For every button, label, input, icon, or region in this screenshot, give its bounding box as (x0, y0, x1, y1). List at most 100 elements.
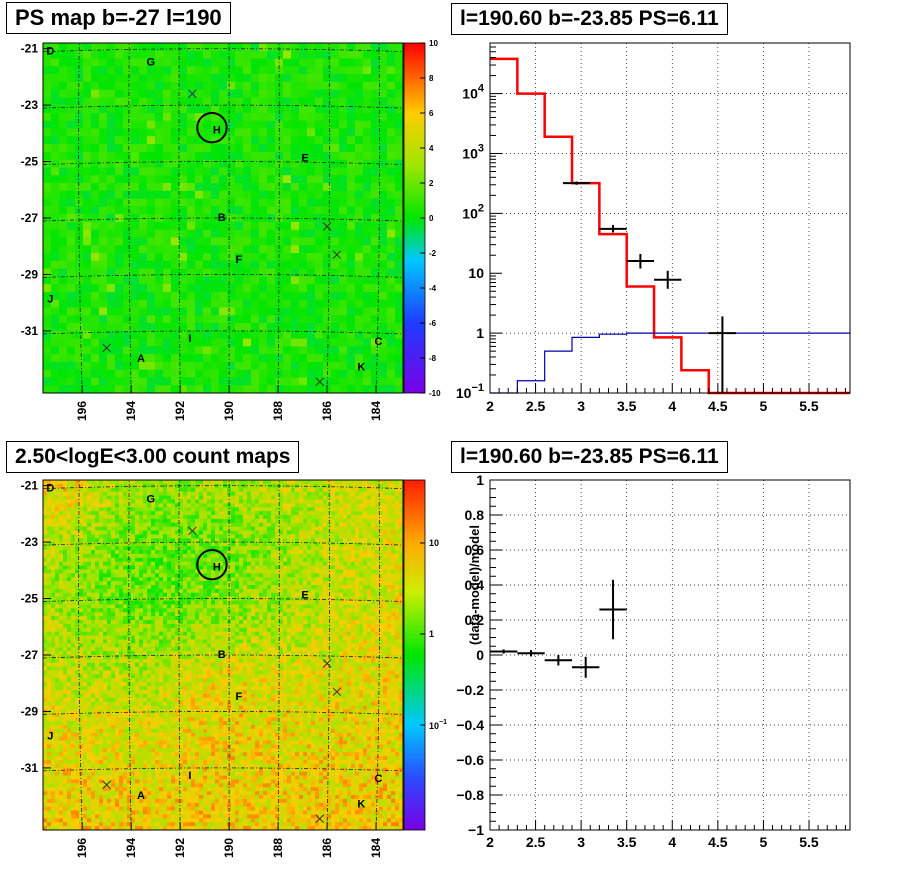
y-tick-label: -31 (21, 324, 39, 338)
colorbar-tick-label: 1 (429, 629, 434, 639)
x-tick-label: 5 (760, 834, 768, 850)
source-label: A (137, 353, 145, 365)
map-grid-meridian (128, 42, 132, 394)
source-label: G (146, 494, 155, 506)
map-grid-meridian (277, 479, 280, 831)
map-grid-parallel (42, 598, 404, 602)
y-tick-label: -29 (21, 267, 39, 281)
heatmap-cells (43, 43, 404, 394)
x-tick-label: 2 (486, 834, 494, 850)
source-marker (332, 687, 342, 697)
y-tick-label: -31 (21, 761, 39, 775)
source-label: K (357, 798, 365, 810)
y-tick-label: -23 (21, 535, 39, 549)
colorbar-tick-label: -10 (429, 389, 441, 398)
y-tick-label: −0.8 (456, 787, 484, 803)
colorbar-tick-label: -4 (429, 284, 437, 293)
plot-grid (489, 479, 850, 831)
y-tick-label: -27 (21, 648, 39, 662)
count-map-title: 2.50<logE<3.00 count maps (6, 441, 300, 473)
y-tick-label: −1 (468, 822, 484, 838)
map-grid-meridian (277, 42, 280, 394)
source-label: K (357, 361, 365, 373)
x-tick-label: 4.5 (708, 834, 728, 850)
x-tick-label: 196 (75, 838, 89, 858)
map-grid-parallel (42, 104, 404, 109)
source-label: J (47, 294, 53, 306)
map-grid-parallel (42, 485, 404, 490)
source-label: B (218, 212, 226, 224)
x-tick-label: 194 (124, 838, 138, 858)
y-tick-label: -23 (21, 98, 39, 112)
x-tick-label: 192 (173, 401, 187, 421)
y-tick-label: −0.6 (456, 752, 484, 768)
colorbar-tick-label: 6 (429, 109, 434, 118)
source-label: H (213, 124, 221, 136)
y-tick-label: -21 (21, 42, 39, 56)
x-tick-label: 3.5 (617, 398, 637, 414)
colorbar (403, 479, 426, 831)
map-grid-parallel (42, 330, 404, 335)
x-tick-label: 186 (320, 838, 334, 858)
x-tick-label: 3.5 (617, 834, 637, 850)
map-grid-meridian (78, 479, 83, 831)
colorbar-tick-label: 10 (429, 538, 439, 548)
x-tick-label: 5.5 (799, 834, 819, 850)
map-grid-parallel (42, 654, 404, 659)
plot-frame (489, 42, 851, 394)
x-tick-label: 4 (668, 834, 676, 850)
map-grid-parallel (42, 217, 404, 222)
x-tick-label: 190 (222, 401, 236, 421)
colorbar-tick-label: 4 (429, 144, 434, 153)
map-grid-meridian (178, 479, 181, 831)
source-label: E (301, 590, 308, 602)
x-tick-label: 2.5 (526, 834, 546, 850)
source-label: G (146, 57, 155, 69)
map-grid-meridian (326, 479, 330, 831)
source-label: A (137, 790, 145, 802)
y-tick-label: -29 (21, 704, 39, 718)
y-tick-label: 10 (468, 265, 484, 281)
x-tick-label: 184 (369, 838, 383, 858)
source-label: I (188, 770, 191, 782)
background-step-line (490, 332, 850, 394)
map-grid-meridian (128, 479, 132, 831)
map-coordinate-grid (42, 42, 404, 394)
colorbar-tick-label: 10−1 (429, 719, 447, 731)
y-tick-label: 0.4 (465, 577, 485, 593)
y-tick-label: 103 (462, 142, 484, 161)
map-grid-meridian (375, 42, 381, 394)
x-tick-label: 3 (577, 834, 585, 850)
source-marker (315, 814, 325, 824)
source-label: D (46, 482, 54, 494)
colorbar-tick-label: 8 (429, 74, 434, 83)
source-label: F (236, 691, 243, 703)
x-tick-label: 2 (486, 398, 494, 414)
source-label: B (218, 649, 226, 661)
y-tick-label: 0.8 (465, 507, 485, 523)
map-grid-parallel (42, 767, 404, 772)
map-grid-parallel (42, 274, 404, 278)
map-grid-meridian (178, 42, 181, 394)
residual-panel: 2 2.5 3 3.5 4 4.5 5 5.5 −1 −0.8 −0.6 −0.4 −0.2 0 0.2 0.… (456, 472, 851, 850)
source-label: C (375, 336, 383, 348)
y-tick-label: 1 (476, 472, 484, 488)
colorbar-tick-label: 10 (429, 39, 438, 48)
source-label: D (46, 45, 54, 57)
x-tick-label: 190 (222, 838, 236, 858)
source-marker (315, 377, 325, 387)
heatmap-cells (43, 480, 404, 831)
source-marker (102, 343, 112, 353)
spectrum-title: l=190.60 b=-23.85 PS=6.11 (451, 3, 728, 35)
y-tick-label: 0.2 (465, 612, 485, 628)
x-tick-label: 194 (124, 401, 138, 421)
x-tick-label: 4.5 (708, 398, 728, 414)
map-grid-meridian (326, 42, 330, 394)
map-grid-parallel (42, 541, 404, 546)
map-coordinate-grid (42, 479, 404, 831)
y-tick-label: −0.2 (456, 682, 484, 698)
spectrum-panel: 2 2.5 3 3.5 4 4.5 5 5.5 10−1 1 10 102 103 104 (456, 42, 851, 414)
source-marker (332, 250, 342, 260)
x-tick-label: 2.5 (526, 398, 546, 414)
map-grid-parallel (42, 711, 404, 715)
